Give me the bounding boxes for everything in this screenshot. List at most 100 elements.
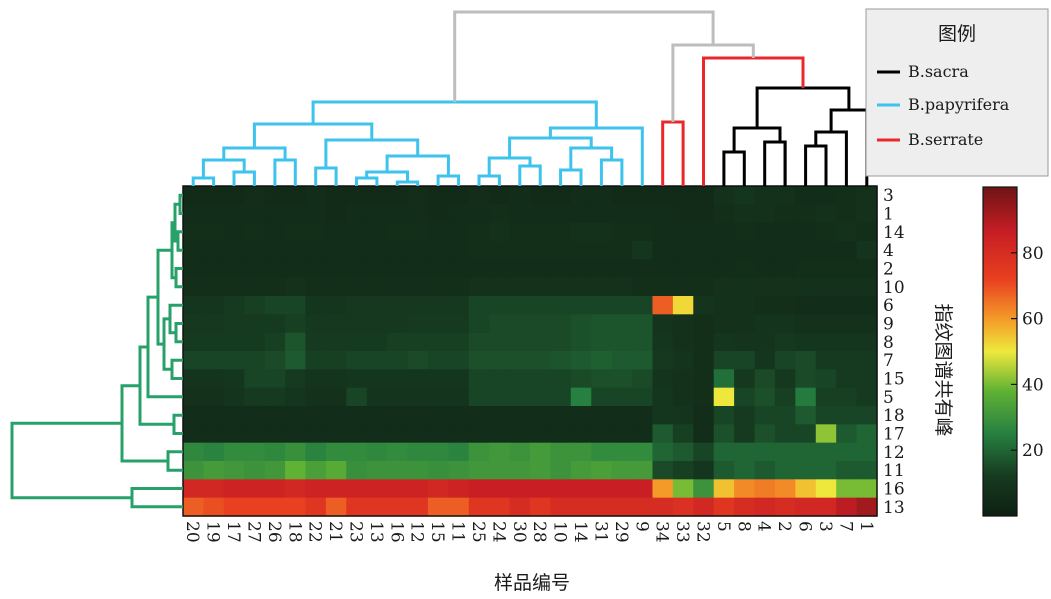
heatmap-cell [387,277,409,297]
heatmap-cell [856,222,878,242]
heatmap-cell [672,406,694,425]
heatmap-cell [611,351,633,370]
heatmap-cell [183,497,205,517]
heatmap-cell [366,186,388,205]
heatmap-cell [550,204,572,224]
heatmap-cell [489,222,511,242]
column-dendrogram-link [814,130,848,186]
heatmap-cell [672,314,694,334]
heatmap-cell [570,222,592,242]
heatmap-cell [366,277,388,297]
column-tick-label: 16 [386,521,406,543]
heatmap-cell [652,204,674,224]
row-tick-label: 17 [883,425,905,445]
heatmap-cell [305,387,327,407]
heatmap-cell [652,497,674,517]
legend-label-serrate: B.serrate [908,130,983,149]
heatmap-cell [611,479,633,499]
heatmap-cell [407,332,429,352]
heatmap-cell [448,369,470,389]
heatmap-cell [489,204,511,224]
heatmap-cell [591,186,613,205]
heatmap-cell [836,387,858,407]
row-tick-label: 2 [883,260,894,280]
heatmap-cell [305,424,327,444]
heatmap-cell [713,314,735,334]
heatmap-cell [856,406,878,425]
heatmap-cell [591,387,613,407]
heatmap-cell [285,296,307,315]
heatmap-cell [285,241,307,260]
y-axis-title: 指纹图谱共有峰 [932,303,954,436]
heatmap-cell [448,479,470,499]
heatmap-cell [591,497,613,517]
heatmap-cell [795,461,817,480]
heatmap-cell [366,369,388,389]
heatmap-cell [530,387,552,407]
heatmap-cell [264,479,286,499]
heatmap-cell [795,259,817,279]
heatmap-cell [203,479,225,499]
heatmap-cell [305,204,327,224]
heatmap-cell [836,424,858,444]
heatmap-cell [509,332,531,352]
heatmap-cell [856,314,878,334]
heatmap-cell [734,186,756,205]
heatmap-cell [509,241,531,260]
heatmap-cell [509,351,531,370]
heatmap-cell [856,479,878,499]
column-dendrogram-link [252,122,374,148]
heatmap-cell [183,442,205,462]
heatmap-cell [530,332,552,352]
heatmap-cell [815,296,837,315]
heatmap-cell [836,259,858,279]
heatmap-cell [591,351,613,370]
heatmap-cell [652,296,674,315]
heatmap-cell [550,332,572,352]
heatmap-cell [244,277,266,297]
heatmap-cell [325,296,347,315]
heatmap-cell [795,424,817,444]
heatmap-cell [815,461,837,480]
heatmap-cell [366,461,388,480]
heatmap-cell [734,204,756,224]
heatmap-cell [285,332,307,352]
heatmap-cell [693,222,715,242]
heatmap-cell [693,461,715,480]
heatmap-cell [734,277,756,297]
heatmap-cell [774,442,796,462]
heatmap-cell [856,204,878,224]
heatmap-cell [672,204,694,224]
heatmap-cell [244,186,266,205]
column-dendrogram-link [477,174,501,186]
legend-box [865,8,1049,177]
heatmap-cell [611,406,633,425]
heatmap-cell [795,332,817,352]
heatmap-cell [325,351,347,370]
column-dendrogram-link [518,164,542,186]
heatmap-cell [203,351,225,370]
heatmap-cell [244,332,266,352]
heatmap-cell [325,369,347,389]
heatmap-cell [346,497,368,517]
heatmap-cell [346,332,368,352]
heatmap-cell [468,479,490,499]
column-tick-label: 27 [243,521,263,543]
heatmap-cell [672,277,694,297]
heatmap-cell [856,351,878,370]
heatmap-cell [509,369,531,389]
heatmap-cell [672,241,694,260]
heatmap-cell [468,241,490,260]
heatmap-cell [734,461,756,480]
heatmap-cell [346,369,368,389]
heatmap-cell [836,332,858,352]
heatmap-cell [285,479,307,499]
heatmap-cell [468,406,490,425]
heatmap-cell [693,186,715,205]
row-tick-label: 10 [883,278,905,298]
heatmap-cell [203,222,225,242]
heatmap-cell [550,314,572,334]
heatmap-cell [244,479,266,499]
heatmap-cell [815,406,837,425]
heatmap-cell [427,296,449,315]
